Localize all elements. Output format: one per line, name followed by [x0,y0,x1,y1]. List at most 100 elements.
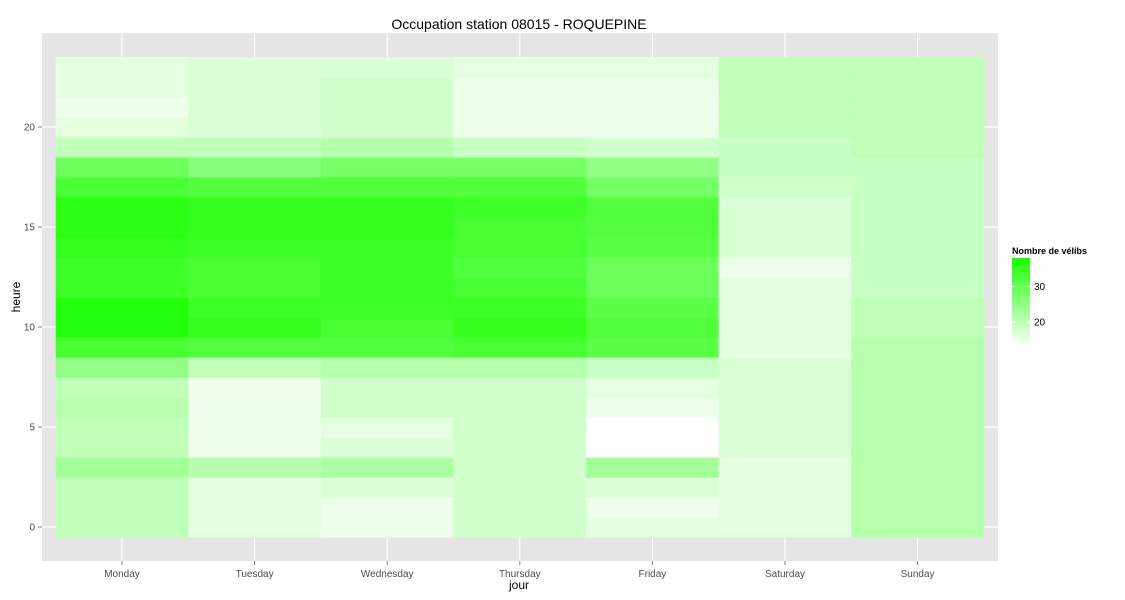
heatmap-tile: Friday 20h: 15 [586,117,720,138]
heatmap-tile: Saturday 17h: 18 [718,177,852,198]
heatmap-tile: Wednesday 18h: 28 [320,157,455,178]
heatmap-tile: Tuesday 13h: 33 [188,257,322,278]
x-axis: Monday Tuesday Wednesday Thursday Friday Satu… [104,561,935,580]
heatmap-tile: Saturday 15h: 17 [718,217,852,238]
heatmap-tile: Sunday 0h: 21 [851,517,985,538]
heatmap-tile: Thursday 5h: 18 [453,417,587,438]
heatmap-tile: Thursday 20h: 15 [453,117,587,138]
heatmap-tile: Wednesday 4h: 17 [320,437,455,458]
heatmap-tile: Sunday 18h: 19 [851,157,985,178]
heatmap-tile: Saturday 10h: 16 [718,317,852,338]
heatmap-tile: Monday 23h: 16 [55,57,189,78]
heatmap-tile: Saturday 5h: 17 [718,417,852,438]
heatmap-tile: Thursday 9h: 33 [453,337,587,358]
heatmap-tile: Monday 2h: 20 [55,477,189,498]
heatmap-tile: Thursday 2h: 18 [453,477,587,498]
heatmap-tile: Monday 9h: 33 [55,337,189,358]
x-axis-title: jour [508,578,529,592]
heatmap-tile: Saturday 1h: 16 [718,497,852,518]
heatmap-tile: Friday 8h: 19 [586,357,720,378]
heatmap-tiles: Monday 0h: 20Tuesday 0h: 16Wednesday 0h:… [55,57,985,538]
heatmap-tile: Thursday 6h: 18 [453,397,587,418]
heatmap-tile: Monday 4h: 20 [55,437,189,458]
heatmap-tile: Saturday 12h: 16 [718,277,852,298]
heatmap-tile: Sunday 12h: 19 [851,277,985,298]
heatmap-tile: Wednesday 15h: 35 [320,217,455,238]
y-tick-label: 15 [24,223,36,234]
heatmap-tile: Monday 13h: 34 [55,257,189,278]
x-tick-label: Friday [639,569,667,580]
y-axis: 0 5 10 15 20 [24,123,42,534]
heatmap-tile: Friday 10h: 32 [586,317,720,338]
heatmap-tile: Thursday 10h: 35 [453,317,587,338]
heatmap-tile: Wednesday 3h: 22 [320,457,455,478]
heatmap-tile: Tuesday 3h: 21 [188,457,322,478]
heatmap-tile: Monday 3h: 23 [55,457,189,478]
heatmap-tile: Monday 21h: 15 [55,97,189,118]
heatmap-tile: Tuesday 0h: 16 [188,517,322,538]
heatmap-tile: Saturday 9h: 16 [718,337,852,358]
legend-title: Nombre de vélibs [1012,246,1087,256]
heatmap-tile: Tuesday 18h: 26 [188,157,322,178]
heatmap-tile: Sunday 9h: 21 [851,337,985,358]
heatmap-tile: Thursday 7h: 18 [453,377,587,398]
heatmap-tile: Tuesday 22h: 17 [188,77,322,98]
heatmap-tile: Tuesday 14h: 34 [188,237,322,258]
heatmap-tile: Monday 7h: 20 [55,377,189,398]
x-tick-label: Tuesday [236,569,274,580]
heatmap-tile: Monday 20h: 16 [55,117,189,138]
chart-title: Occupation station 08015 - ROQUEPINE [391,16,646,32]
heatmap-tile: Wednesday 0h: 15 [320,517,455,538]
heatmap-tile: Sunday 4h: 21 [851,437,985,458]
x-tick-label: Monday [104,569,140,580]
legend-colorbar [1012,258,1030,347]
heatmap-tile: Monday 22h: 16 [55,77,189,98]
heatmap-tile: Wednesday 12h: 34 [320,277,455,298]
heatmap-tile: Saturday 23h: 20 [718,57,852,78]
heatmap-tile: Saturday 22h: 20 [718,77,852,98]
heatmap-tile: Tuesday 2h: 16 [188,477,322,498]
heatmap-tile: Sunday 23h: 20 [851,57,985,78]
heatmap-tile: Sunday 11h: 20 [851,297,985,318]
heatmap-tile: Thursday 16h: 34 [453,197,587,218]
heatmap-tile: Wednesday 17h: 32 [320,177,455,198]
heatmap-tile: Thursday 21h: 15 [453,97,587,118]
heatmap-tile: Sunday 16h: 19 [851,197,985,218]
y-tick-label: 10 [24,323,36,334]
heatmap-tile: Thursday 3h: 18 [453,457,587,478]
heatmap-tile: Wednesday 16h: 35 [320,197,455,218]
heatmap-tile: Thursday 12h: 33 [453,277,587,298]
heatmap-tile: Tuesday 15h: 35 [188,217,322,238]
heatmap-tile: Wednesday 5h: 16 [320,417,455,438]
heatmap-tile: Sunday 15h: 19 [851,217,985,238]
heatmap-tile: Monday 19h: 20 [55,137,189,158]
heatmap-tile: Tuesday 6h: 15 [188,397,322,418]
heatmap-tile: Saturday 18h: 19 [718,157,852,178]
heatmap-tile: Thursday 1h: 18 [453,497,587,518]
heatmap-tile: Monday 16h: 36 [55,197,189,218]
heatmap-tile: Wednesday 13h: 34 [320,257,455,278]
heatmap-tile: Monday 6h: 21 [55,397,189,418]
heatmap-tile: Tuesday 21h: 17 [188,97,322,118]
heatmap-tile: Wednesday 23h: 17 [320,57,455,78]
heatmap-tile: Tuesday 7h: 15 [188,377,322,398]
heatmap-tile: Sunday 10h: 20 [851,317,985,338]
heatmap-tile: Monday 17h: 33 [55,177,189,198]
color-legend: Nombre de vélibs 20 30 [1012,246,1087,347]
heatmap-tile: Saturday 20h: 20 [718,117,852,138]
heatmap-tile: Saturday 14h: 17 [718,237,852,258]
x-tick-label: Wednesday [361,569,414,580]
heatmap-tile: Friday 15h: 32 [586,217,720,238]
heatmap-tile: Thursday 18h: 28 [453,157,587,178]
heatmap-tile: Wednesday 10h: 33 [320,317,455,338]
heatmap-tile: Saturday 13h: 15 [718,257,852,278]
heatmap-tile: Monday 0h: 20 [55,517,189,538]
heatmap-tile: Thursday 19h: 19 [453,137,587,158]
heatmap-tile: Saturday 6h: 17 [718,397,852,418]
heatmap-tile: Friday 7h: 16 [586,377,720,398]
heatmap-tile: Sunday 7h: 21 [851,377,985,398]
heatmap-tile: Friday 1h: 15 [586,497,720,518]
heatmap-tile: Saturday 2h: 16 [718,477,852,498]
heatmap-tile: Thursday 15h: 33 [453,217,587,238]
